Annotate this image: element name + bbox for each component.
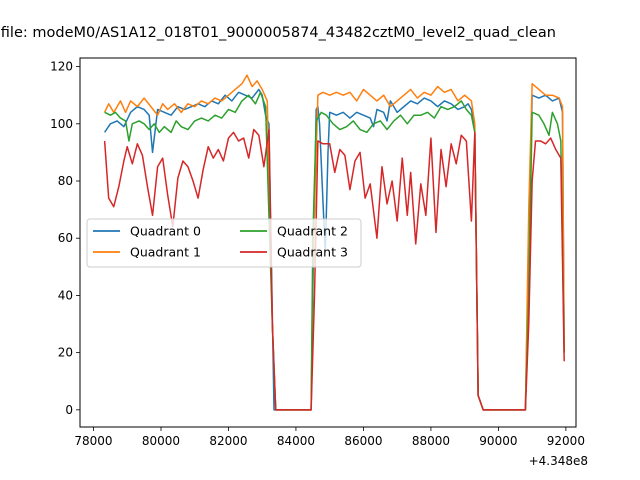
x-tick-label: 86000 — [344, 434, 382, 448]
x-tick-label: 80000 — [142, 434, 180, 448]
x-tick-label: 88000 — [412, 434, 450, 448]
chart-title: n file: modeM0/AS1A12_018T01_9000005874_… — [0, 25, 556, 41]
x-axis: 78000 80000 82000 84000 86000 88000 90000 92000 — [74, 427, 585, 448]
legend-label-quadrant-1: Quadrant 1 — [130, 245, 201, 260]
y-tick-label: 20 — [58, 346, 73, 360]
legend-box — [86, 218, 362, 268]
y-tick-label: 60 — [58, 231, 73, 245]
x-axis-offset-label: +4.348e8 — [529, 454, 588, 468]
series-lines — [103, 74, 565, 411]
series-line-quadrant-3 — [103, 128, 565, 411]
legend: Quadrant 0 Quadrant 1 Quadrant 2 Quadrant 3 — [86, 218, 362, 268]
y-tick-label: 80 — [58, 174, 73, 188]
y-tick-label: 0 — [65, 403, 73, 417]
legend-label-quadrant-3: Quadrant 3 — [277, 245, 348, 260]
y-tick-label: 100 — [50, 117, 73, 131]
x-tick-label: 78000 — [74, 434, 112, 448]
x-tick-label: 90000 — [479, 434, 517, 448]
x-tick-label: 92000 — [547, 434, 585, 448]
x-tick-label: 82000 — [209, 434, 247, 448]
legend-label-quadrant-0: Quadrant 0 — [130, 224, 201, 239]
series-line-quadrant-0 — [104, 88, 565, 411]
plot-area-frame — [79, 57, 577, 428]
x-tick-label: 84000 — [277, 434, 315, 448]
y-tick-label: 120 — [50, 60, 73, 74]
legend-label-quadrant-2: Quadrant 2 — [277, 224, 348, 239]
y-axis: 0 20 40 60 80 100 120 — [50, 60, 80, 417]
series-line-quadrant-1 — [103, 74, 565, 411]
y-tick-label: 40 — [58, 288, 73, 302]
